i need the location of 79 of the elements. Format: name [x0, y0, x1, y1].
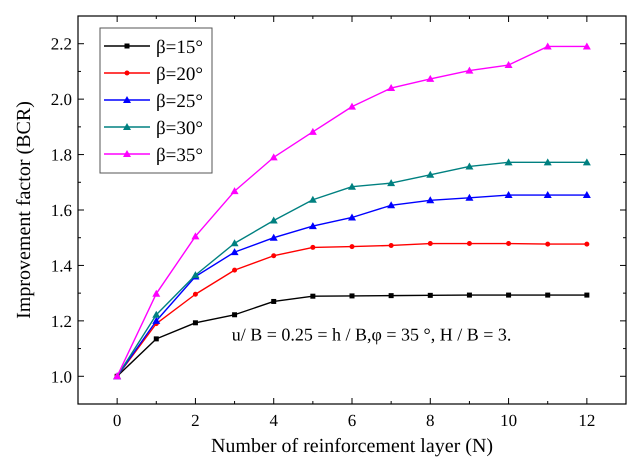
- point: [544, 158, 552, 166]
- point: [192, 320, 198, 326]
- point: [348, 182, 356, 190]
- legend-label: β=25°: [156, 91, 203, 112]
- point: [350, 293, 354, 298]
- point: [230, 239, 239, 246]
- point: [582, 191, 591, 198]
- point: [387, 84, 396, 92]
- y-tick-label: 1.0: [50, 367, 72, 386]
- x-tick-label: 8: [426, 411, 435, 430]
- point: [426, 170, 434, 178]
- point: [506, 241, 512, 246]
- y-tick-label: 1.4: [50, 256, 72, 276]
- point: [152, 310, 160, 318]
- point: [504, 61, 513, 68]
- point: [582, 158, 591, 166]
- point: [582, 42, 591, 50]
- point: [308, 196, 317, 203]
- point: [308, 128, 317, 135]
- point: [387, 179, 396, 186]
- y-tick-label: 1.2: [50, 312, 72, 331]
- point: [426, 74, 434, 82]
- x-axis-title: Number of reinforcement layer (N): [210, 435, 494, 457]
- legend-label: β=35°: [156, 145, 203, 166]
- point: [426, 196, 434, 204]
- point: [388, 242, 394, 248]
- point: [310, 294, 316, 299]
- point: [191, 232, 200, 240]
- x-tick-label: 10: [500, 411, 518, 430]
- x-tick-label: 4: [269, 411, 278, 430]
- point: [506, 292, 512, 298]
- point: [271, 298, 276, 304]
- point: [192, 292, 198, 297]
- point: [388, 293, 394, 298]
- point: [350, 244, 354, 250]
- point: [544, 42, 552, 50]
- annotation: u/ B = 0.25 = h / B,φ = 35 °, H / B = 3.: [232, 324, 512, 344]
- point: [271, 253, 276, 258]
- x-tick-label: 6: [348, 411, 356, 430]
- x-tick-label: 2: [191, 411, 200, 430]
- point: [504, 158, 513, 166]
- point: [152, 290, 160, 297]
- legend-label: β=30°: [156, 118, 203, 139]
- point: [348, 102, 356, 110]
- x-tick-label: 0: [112, 411, 122, 430]
- legend-label: β=20°: [156, 64, 203, 85]
- point: [232, 268, 238, 273]
- y-tick-label: 2.2: [50, 34, 72, 54]
- point: [230, 187, 239, 194]
- y-tick-label: 2.0: [50, 90, 72, 110]
- point: [466, 292, 472, 298]
- point: [270, 234, 278, 241]
- point: [465, 162, 474, 170]
- point: [545, 292, 550, 298]
- point: [465, 66, 474, 74]
- point: [232, 312, 238, 318]
- legend-label: β=15°: [156, 37, 203, 58]
- y-tick-label: 1.6: [50, 201, 72, 220]
- y-tick-label: 1.8: [50, 146, 72, 165]
- point: [308, 222, 317, 230]
- point: [270, 216, 278, 224]
- point: [152, 316, 160, 324]
- x-tick-label: 12: [578, 411, 596, 430]
- point: [466, 241, 472, 246]
- point: [310, 244, 316, 250]
- point: [504, 191, 513, 198]
- point: [584, 292, 590, 298]
- point: [545, 242, 550, 247]
- point: [584, 242, 590, 247]
- point: [230, 248, 239, 256]
- point: [154, 336, 159, 342]
- point: [544, 191, 552, 198]
- point: [348, 213, 356, 220]
- point: [465, 194, 474, 201]
- point: [428, 292, 433, 298]
- y-axis-title: Improvement factor (BCR): [13, 101, 35, 319]
- point: [387, 201, 396, 208]
- point: [428, 241, 433, 246]
- point: [270, 153, 278, 160]
